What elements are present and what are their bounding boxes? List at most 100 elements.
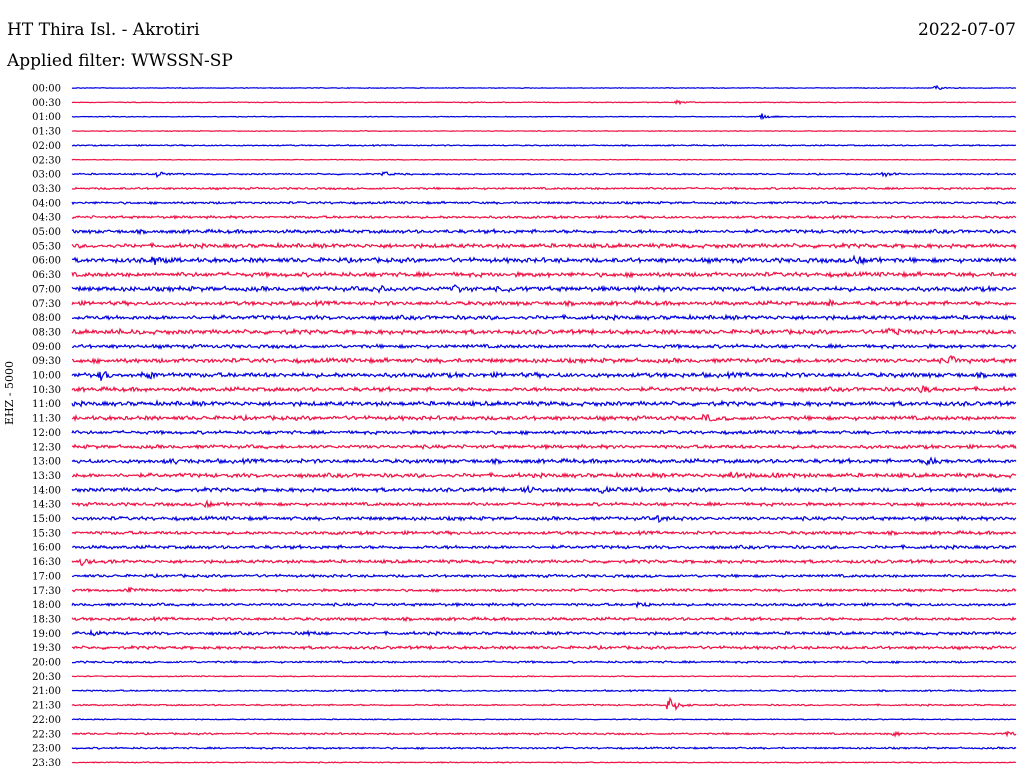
trace-line xyxy=(71,600,1017,609)
time-tick-label: 03:30 xyxy=(32,184,61,195)
trace-line xyxy=(71,484,1017,494)
time-tick-label: 13:30 xyxy=(32,471,61,482)
time-tick-label: 05:30 xyxy=(32,241,61,252)
time-tick-label: 00:30 xyxy=(32,98,61,109)
trace-line xyxy=(71,342,1017,350)
time-tick-label: 02:00 xyxy=(32,141,61,152)
time-tick-label: 18:00 xyxy=(32,600,61,611)
time-tick-label: 22:00 xyxy=(32,715,61,726)
trace-line xyxy=(71,298,1017,308)
trace-line xyxy=(71,514,1017,523)
trace-line xyxy=(71,327,1017,337)
time-tick-label: 07:00 xyxy=(32,284,61,295)
trace-line xyxy=(71,270,1017,279)
time-tick-label: 18:30 xyxy=(32,614,61,625)
trace-line xyxy=(71,200,1017,206)
trace-line xyxy=(71,718,1017,721)
time-tick-label: 23:00 xyxy=(32,744,61,755)
trace-line xyxy=(71,158,1017,161)
time-tick-label: 04:30 xyxy=(32,213,61,224)
station-title: HT Thira Isl. - Akrotiri xyxy=(7,20,200,40)
time-tick-label: 04:00 xyxy=(32,198,61,209)
trace-line xyxy=(71,241,1017,250)
trace-line xyxy=(71,529,1017,537)
trace-line xyxy=(71,659,1017,665)
trace-line xyxy=(71,284,1017,294)
time-tick-label: 23:30 xyxy=(32,758,61,769)
trace-line xyxy=(71,443,1017,451)
time-tick-label: 12:30 xyxy=(32,442,61,453)
date-label: 2022-07-07 xyxy=(917,20,1016,40)
time-tick-label: 09:30 xyxy=(32,356,61,367)
time-tick-label: 08:00 xyxy=(32,313,61,324)
trace-line xyxy=(71,746,1017,751)
time-tick-label: 22:30 xyxy=(32,729,61,740)
trace-line xyxy=(71,471,1017,480)
trace-line xyxy=(71,186,1017,191)
trace-line xyxy=(71,113,1017,121)
trace-line xyxy=(71,730,1017,738)
time-tick-label: 20:00 xyxy=(32,658,61,669)
trace-line xyxy=(71,254,1017,266)
time-tick-label: 02:30 xyxy=(32,155,61,166)
trace-line xyxy=(71,129,1017,133)
trace-line xyxy=(71,644,1017,651)
filter-label: Applied filter: WWSSN-SP xyxy=(7,51,233,71)
trace-line xyxy=(71,558,1017,567)
trace-line xyxy=(71,385,1017,394)
time-tick-label: 15:30 xyxy=(32,528,61,539)
trace-line xyxy=(71,761,1017,764)
time-tick-label: 16:00 xyxy=(32,543,61,554)
time-tick-label: 19:30 xyxy=(32,643,61,654)
trace-line xyxy=(71,214,1017,220)
trace-line xyxy=(71,696,1016,712)
time-tick-label: 16:30 xyxy=(32,557,61,568)
trace-line xyxy=(71,428,1017,436)
trace-line xyxy=(71,171,1017,179)
time-tick-label: 21:30 xyxy=(32,701,61,712)
time-tick-label: 09:00 xyxy=(32,342,61,353)
trace-line xyxy=(71,615,1017,623)
time-tick-label: 11:30 xyxy=(32,414,61,425)
trace-line xyxy=(71,456,1017,466)
trace-line xyxy=(71,227,1017,236)
trace-line xyxy=(71,143,1017,148)
trace-line xyxy=(71,354,1017,365)
trace-line xyxy=(71,628,1017,638)
trace-line xyxy=(71,313,1017,322)
trace-line xyxy=(71,572,1017,579)
time-tick-label: 10:30 xyxy=(32,385,61,396)
trace-line xyxy=(71,99,1016,106)
trace-line xyxy=(71,543,1017,551)
trace-line xyxy=(71,688,1017,693)
trace-line xyxy=(71,413,1017,423)
time-tick-label: 11:00 xyxy=(32,399,61,410)
time-tick-label: 14:30 xyxy=(32,500,61,511)
time-tick-label: 01:30 xyxy=(32,127,61,138)
time-tick-label: 12:00 xyxy=(32,428,61,439)
time-tick-label: 19:00 xyxy=(32,629,61,640)
trace-line xyxy=(71,499,1017,509)
time-tick-label: 10:00 xyxy=(32,371,61,382)
time-tick-label: 03:00 xyxy=(32,170,61,181)
trace-line xyxy=(71,84,1017,90)
time-tick-label: 17:00 xyxy=(32,571,61,582)
time-tick-label: 20:30 xyxy=(32,672,61,683)
time-tick-label: 06:30 xyxy=(32,270,61,281)
trace-line xyxy=(71,399,1017,408)
time-tick-label: 05:00 xyxy=(32,227,61,238)
time-tick-label: 07:30 xyxy=(32,299,61,310)
time-tick-label: 08:30 xyxy=(32,327,61,338)
time-tick-label: 01:00 xyxy=(32,112,61,123)
time-tick-label: 14:00 xyxy=(32,485,61,496)
trace-line xyxy=(71,586,1017,593)
time-tick-label: 06:00 xyxy=(32,256,61,267)
time-tick-label: 15:00 xyxy=(32,514,61,525)
trace-line xyxy=(71,675,1017,678)
time-tick-label: 13:00 xyxy=(32,457,61,468)
time-tick-label: 00:00 xyxy=(32,84,61,95)
time-tick-label: 17:30 xyxy=(32,586,61,597)
time-tick-label: 21:00 xyxy=(32,686,61,697)
trace-line xyxy=(71,370,1017,381)
